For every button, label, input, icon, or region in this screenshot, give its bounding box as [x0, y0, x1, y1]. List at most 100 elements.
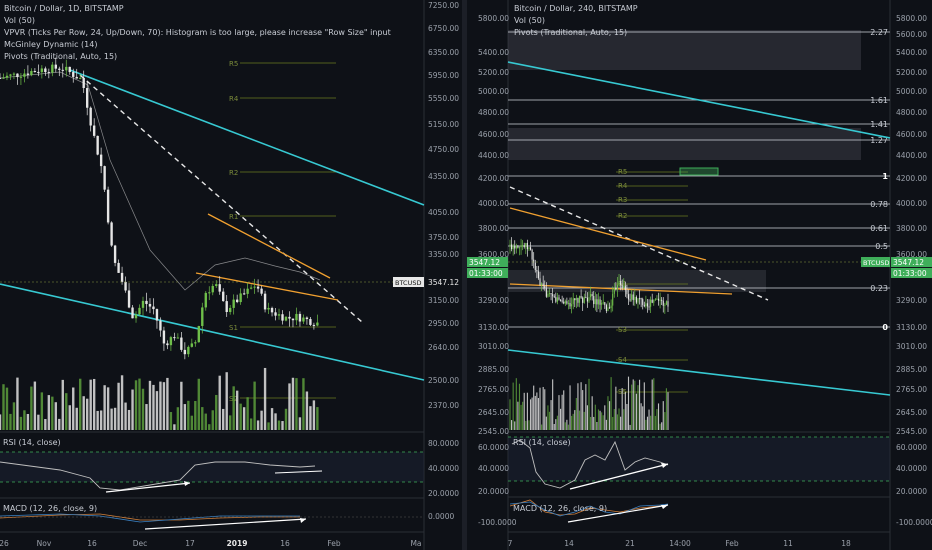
fib-label: 1.41 [870, 120, 888, 129]
right-price-tick: 4200.00 [896, 174, 927, 183]
left-macd-label: MACD (12, 26, close, 9) [3, 504, 97, 513]
volume-bar [208, 424, 211, 430]
left-rsi-tick: 40.0000 [428, 464, 459, 473]
candle-body [138, 307, 141, 315]
candle-body [309, 319, 312, 325]
candle-body [648, 306, 650, 308]
candle-body [127, 290, 131, 308]
candle-body [572, 298, 574, 305]
volume-bar [567, 424, 570, 430]
volume-bar [79, 378, 82, 430]
candle-body [211, 285, 214, 293]
fib-label: 1 [882, 172, 888, 181]
candle-body [113, 245, 117, 263]
candle-body [305, 317, 309, 320]
volume-bar [550, 400, 552, 430]
right-pivot-label: R3 [618, 196, 627, 204]
volume-bar [270, 408, 274, 430]
volume-bar [537, 398, 539, 430]
right-rsi-tick: 20.0000 [896, 487, 927, 496]
candle-body [16, 73, 19, 78]
candle-body [201, 307, 204, 326]
candle-body [602, 302, 604, 304]
volume-bar [75, 407, 78, 430]
candle-body [616, 284, 618, 290]
right-left-price-tick: 3130.00 [478, 323, 509, 332]
left-pivot-label: R4 [229, 95, 239, 103]
fib-label: 0.5 [875, 242, 888, 251]
volume-bar [183, 404, 187, 430]
volume-bar [2, 384, 5, 430]
candle-body [263, 293, 267, 310]
candle-body [103, 166, 106, 190]
candle-body [511, 244, 513, 250]
volume-bar [86, 398, 89, 430]
volume-bar [517, 401, 519, 430]
candle-body [588, 297, 590, 302]
candle-body [637, 298, 639, 303]
left-header-line: VPVR (Ticks Per Row, 24, Up/Down, 70): H… [4, 28, 391, 37]
candle-body [47, 72, 51, 74]
candle-body [601, 302, 603, 305]
left-time-tick: Ma [410, 539, 421, 548]
volume-bar [232, 386, 235, 430]
volume-bar [288, 383, 291, 430]
left-time-tick: 26 [0, 539, 9, 548]
candle-body [550, 293, 552, 295]
candle-body [155, 309, 159, 321]
candle-body [547, 293, 549, 297]
volume-bar [626, 403, 628, 430]
volume-bar [667, 392, 669, 430]
candle-body [512, 246, 514, 250]
right-time-tick: Feb [725, 539, 739, 548]
left-badge-price: 3547.12 [428, 278, 459, 287]
candle-body [599, 299, 601, 305]
volume-bar [555, 419, 557, 430]
candle-body [545, 288, 547, 297]
volume-bar [564, 422, 566, 430]
left-pivot-label: R5 [229, 60, 238, 68]
volume-bar [169, 412, 173, 430]
volume-bar [40, 392, 44, 430]
volume-bar [176, 407, 180, 430]
volume-bar [583, 411, 585, 430]
candle-body [23, 73, 26, 77]
candle-body [302, 317, 305, 322]
candle-body [54, 64, 57, 69]
right-left-price-tick: 2765.00 [478, 385, 509, 394]
volume-bar [624, 392, 626, 430]
volume-bar [218, 375, 221, 430]
candle-body [267, 307, 270, 310]
left-price-tick: 5950.00 [428, 71, 459, 80]
candle-body [571, 304, 573, 307]
volume-bar [33, 381, 37, 430]
volume-bar [585, 384, 587, 430]
candle-body [578, 296, 581, 303]
candle-body [569, 302, 571, 307]
candle-body [643, 304, 645, 307]
candle-body [556, 297, 558, 302]
candle-body [553, 296, 555, 298]
volume-bar [222, 408, 225, 430]
right-left-price-tick: 2645.00 [478, 408, 509, 417]
volume-bar [561, 394, 563, 430]
volume-bar [586, 405, 588, 430]
left-price-tick: 2640.00 [428, 343, 459, 352]
left-price-tick: 3150.00 [428, 296, 459, 305]
left-price-tick: 3750.00 [428, 233, 459, 242]
candle-body [621, 284, 623, 289]
left-header-line: Bitcoin / Dollar, 1D, BITSTAMP [4, 4, 124, 13]
candle-body [585, 296, 587, 298]
candle-body [222, 291, 225, 302]
rsi-line [0, 461, 316, 491]
candle-body [2, 77, 5, 79]
volume-bar [665, 388, 667, 430]
fib-label: 0 [882, 323, 888, 332]
volume-bar [616, 414, 618, 430]
volume-bar [558, 395, 560, 430]
candle-body [552, 294, 554, 297]
volume-bar [155, 391, 159, 430]
volume-bar [608, 401, 611, 430]
candle-body [277, 314, 281, 316]
candle-body [131, 307, 134, 319]
